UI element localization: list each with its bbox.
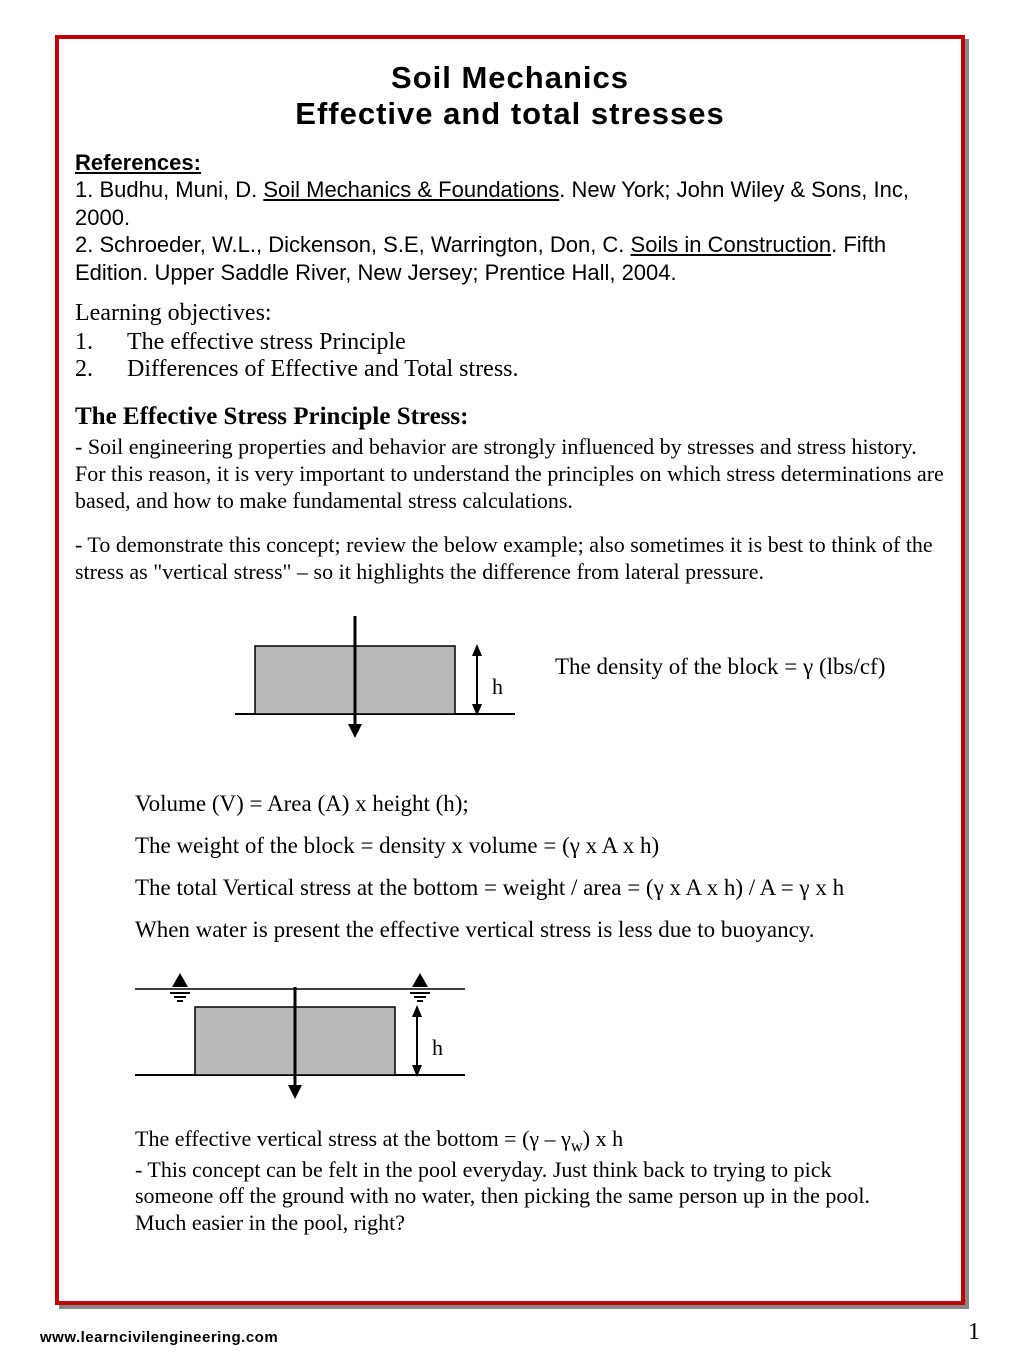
water-symbol-2 <box>412 973 428 987</box>
obj2-text: Differences of Effective and Total stres… <box>127 356 519 382</box>
diagram2-svg: h <box>105 959 485 1109</box>
page-content: Soil Mechanics Effective and total stres… <box>40 30 980 1247</box>
eq-total-stress: The total Vertical stress at the bottom … <box>135 875 945 901</box>
title-line1: Soil Mechanics <box>75 60 945 96</box>
final-eq-sub: w <box>571 1137 583 1156</box>
references-heading: References: <box>75 150 945 176</box>
document-page: Soil Mechanics Effective and total stres… <box>0 0 1020 1360</box>
final-eq: The effective vertical stress at the bot… <box>135 1126 571 1151</box>
final-eq-tail: ) x h <box>583 1126 623 1151</box>
final-block: The effective vertical stress at the bot… <box>135 1126 945 1237</box>
diagram-1: h The density of the block = γ (lbs/cf) <box>75 606 945 751</box>
density-label: The density of the block = γ (lbs/cf) <box>555 654 885 680</box>
force-arrow-head-2 <box>288 1085 302 1099</box>
ref1-prefix: 1. Budhu, Muni, D. <box>75 177 263 202</box>
dim-arrow-top <box>472 644 482 656</box>
page-footer: www.learncivilengineering.com 1 <box>40 1319 980 1346</box>
ref2-title: Soils in Construction <box>631 232 832 257</box>
water-symbol-1 <box>172 973 188 987</box>
footer-page-number: 1 <box>968 1319 980 1346</box>
reference-1: 1. Budhu, Muni, D. Soil Mechanics & Foun… <box>75 176 945 231</box>
h-label-2: h <box>432 1035 443 1060</box>
force-arrow-head <box>348 724 362 738</box>
footer-url: www.learncivilengineering.com <box>40 1329 278 1346</box>
obj1-num: 1. <box>75 329 103 356</box>
objectives-list: 1. The effective stress Principle 2. Dif… <box>75 329 945 383</box>
section-para1: - Soil engineering properties and behavi… <box>75 434 945 514</box>
obj2-num: 2. <box>75 356 103 383</box>
dim-arrow-top-2 <box>412 1005 422 1017</box>
diagram1-svg: h <box>195 606 535 751</box>
diagram-2: h <box>75 959 945 1114</box>
obj1-text: The effective stress Principle <box>127 329 406 355</box>
eq-volume: Volume (V) = Area (A) x height (h); <box>135 791 945 817</box>
objectives-heading: Learning objectives: <box>75 300 945 327</box>
ref1-title: Soil Mechanics & Foundations <box>263 177 559 202</box>
final-para: - This concept can be felt in the pool e… <box>135 1157 870 1236</box>
objective-2: 2. Differences of Effective and Total st… <box>75 356 945 383</box>
section-para2: - To demonstrate this concept; review th… <box>75 532 945 586</box>
eq-water-note: When water is present the effective vert… <box>135 917 945 943</box>
objective-1: 1. The effective stress Principle <box>75 329 945 356</box>
h-label-1: h <box>492 674 503 699</box>
equations-block: Volume (V) = Area (A) x height (h); The … <box>135 791 945 943</box>
eq-weight: The weight of the block = density x volu… <box>135 833 945 859</box>
reference-2: 2. Schroeder, W.L., Dickenson, S.E, Warr… <box>75 231 945 286</box>
ref2-prefix: 2. Schroeder, W.L., Dickenson, S.E, Warr… <box>75 232 631 257</box>
title-line2: Effective and total stresses <box>75 96 945 132</box>
section-heading: The Effective Stress Principle Stress: <box>75 403 945 431</box>
